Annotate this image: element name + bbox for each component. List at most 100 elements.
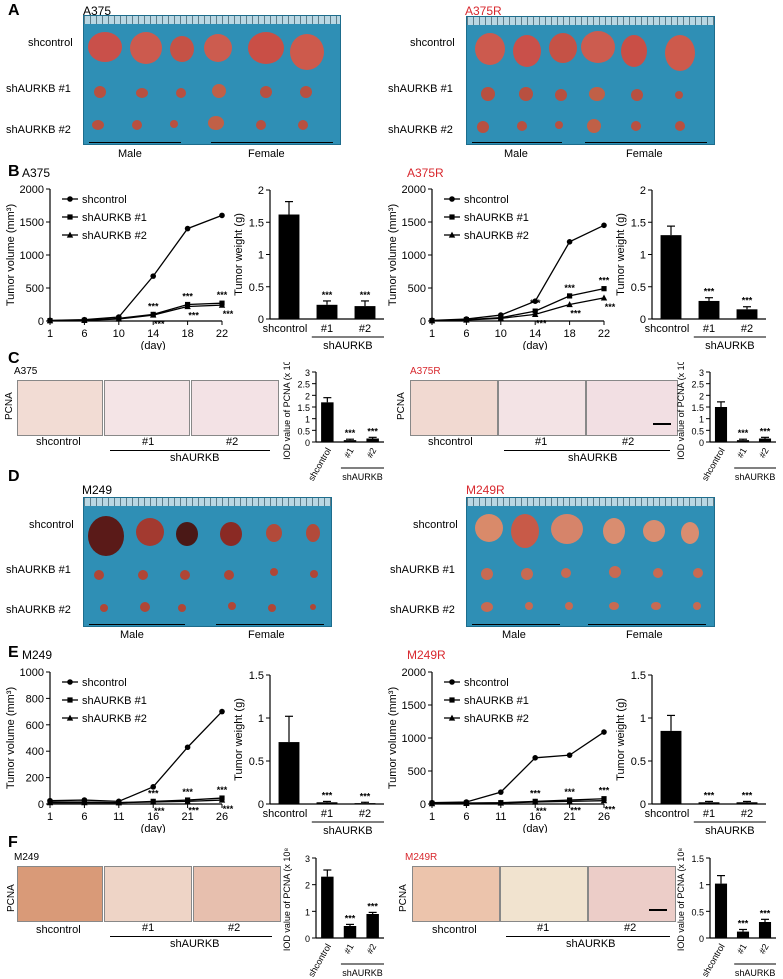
- x-tick-label: shcontrol: [700, 942, 727, 978]
- y-tick-label: 1500: [402, 217, 426, 229]
- y-axis-label: IOD value of PCNA (x 10⁸): [282, 848, 292, 951]
- series-line-0: [49, 711, 223, 803]
- y-axis-label: Tumor volume (mm³): [387, 687, 399, 789]
- data-point: [601, 286, 607, 292]
- x-tick-label: 22: [598, 328, 610, 340]
- y-tick-label: 0: [305, 934, 310, 944]
- bar: [278, 742, 300, 804]
- bar-chart-e-right: 0 0.5 1 1.5 Tumor weight (g) shcontrol *** #1 **…: [615, 670, 766, 837]
- y-tick-label: 1: [699, 415, 704, 425]
- y-tick-label: 1500: [20, 217, 44, 229]
- significance-mark: ***: [322, 790, 333, 800]
- y-tick-label: 0: [640, 314, 646, 326]
- bar-chart-f-left: 0 1 2 3 IOD value of PCNA (x 10⁸) shcontrol **…: [282, 848, 384, 978]
- x-tick-label: shcontrol: [263, 808, 308, 820]
- y-tick-label: 200: [26, 773, 44, 785]
- significance-mark: ***: [599, 786, 610, 796]
- series-line-2: [431, 297, 605, 322]
- significance-mark: ***: [188, 310, 199, 320]
- y-tick-label: 1000: [402, 250, 426, 262]
- y-tick-label: 1: [305, 907, 310, 917]
- bar: [698, 802, 720, 804]
- panel-label-c: C: [8, 350, 20, 367]
- group-label: shAURKB: [323, 825, 373, 837]
- data-point: [115, 799, 122, 806]
- significance-mark: ***: [217, 290, 228, 300]
- significance-mark: ***: [564, 283, 575, 293]
- data-point: [566, 301, 573, 308]
- y-tick-label: 0: [640, 799, 646, 811]
- significance-mark: ***: [599, 276, 610, 286]
- bar: [758, 438, 772, 442]
- y-tick-label: 0.5: [631, 282, 646, 294]
- legend-label: shAURKB #1: [82, 212, 147, 224]
- significance-mark: ***: [536, 806, 547, 816]
- bar: [354, 803, 376, 804]
- x-tick-label: 21: [563, 811, 575, 823]
- x-tick-label: 14: [529, 328, 541, 340]
- legend-marker: [67, 196, 73, 202]
- y-tick-label: 3: [305, 368, 310, 378]
- y-tick-label: 2.5: [691, 380, 704, 390]
- legend-marker: [449, 679, 455, 685]
- data-point: [184, 797, 191, 804]
- significance-mark: ***: [536, 318, 547, 328]
- data-point: [567, 293, 573, 299]
- ihc-label-1-r: #1: [535, 436, 548, 448]
- sex-label-female-d: Female: [248, 629, 285, 641]
- tumor-photo-m249r: [466, 497, 715, 627]
- significance-mark: ***: [345, 913, 356, 923]
- data-point: [600, 797, 608, 804]
- bar-chart-f-right: 0 0.5 1 1.5 IOD value of PCNA (x 10⁸) shcontr…: [676, 848, 776, 978]
- x-tick-label: #2: [359, 808, 371, 820]
- y-tick-label: 0: [38, 799, 44, 811]
- data-point: [184, 225, 191, 232]
- data-point: [46, 317, 54, 324]
- group-label: shAURKB: [705, 340, 755, 352]
- data-point: [532, 798, 539, 805]
- bar: [714, 407, 728, 442]
- photo-title-m249: M249: [82, 483, 113, 497]
- y-tick-label: 1: [699, 881, 704, 891]
- data-point: [566, 752, 573, 758]
- group-label: shAURKB: [342, 472, 383, 482]
- y-tick-label: 0: [420, 799, 426, 811]
- x-tick-label: 10: [495, 328, 507, 340]
- ihc-axis-pcna-f-right: PCNA: [398, 884, 409, 912]
- ihc-label-f-2-r: #2: [624, 922, 637, 934]
- x-tick-label: #2: [757, 446, 771, 460]
- bar: [736, 931, 750, 938]
- bar-chart-b-left: 0 0.5 1 1.5 2 Tumor weight (g) shcontrol *** #1 *…: [233, 185, 384, 352]
- sex-label-female-dr: Female: [626, 629, 663, 641]
- data-point: [601, 222, 607, 229]
- chart-title-m249: M249: [22, 648, 53, 662]
- data-point: [463, 799, 470, 806]
- significance-mark: ***: [530, 788, 541, 798]
- x-tick-label: 16: [529, 811, 541, 823]
- x-tick-label: 6: [463, 811, 469, 823]
- photo-title-a375: A375: [83, 4, 112, 18]
- y-tick-label: 1: [258, 250, 264, 262]
- row-label-sh2-r: shAURKB #2: [388, 124, 453, 136]
- ihc-image-f-sh1-r: [500, 866, 588, 922]
- ihc-label-shcontrol-r: shcontrol: [428, 436, 473, 448]
- y-tick-label: 500: [26, 283, 44, 295]
- y-tick-label: 1000: [20, 667, 44, 679]
- ihc-image-shcontrol: [17, 380, 103, 436]
- y-axis-label: Tumor weight (g): [615, 213, 627, 296]
- group-label: shAURKB: [735, 968, 776, 978]
- data-point: [601, 729, 607, 735]
- significance-mark: ***: [760, 426, 771, 436]
- series-line-2: [49, 304, 223, 322]
- ihc-image-f-sh2-r: [588, 866, 676, 922]
- y-tick-label: 500: [408, 283, 426, 295]
- data-point: [566, 797, 573, 804]
- x-tick-label: 11: [113, 811, 124, 823]
- row-label-sh2: shAURKB #2: [6, 124, 71, 136]
- significance-mark: ***: [360, 791, 371, 801]
- sex-label-female-r: Female: [626, 148, 663, 160]
- tumor-photo-m249: [83, 497, 332, 627]
- significance-mark: ***: [154, 806, 165, 816]
- row-label-shcontrol-dr: shcontrol: [413, 519, 458, 531]
- data-point: [497, 314, 504, 321]
